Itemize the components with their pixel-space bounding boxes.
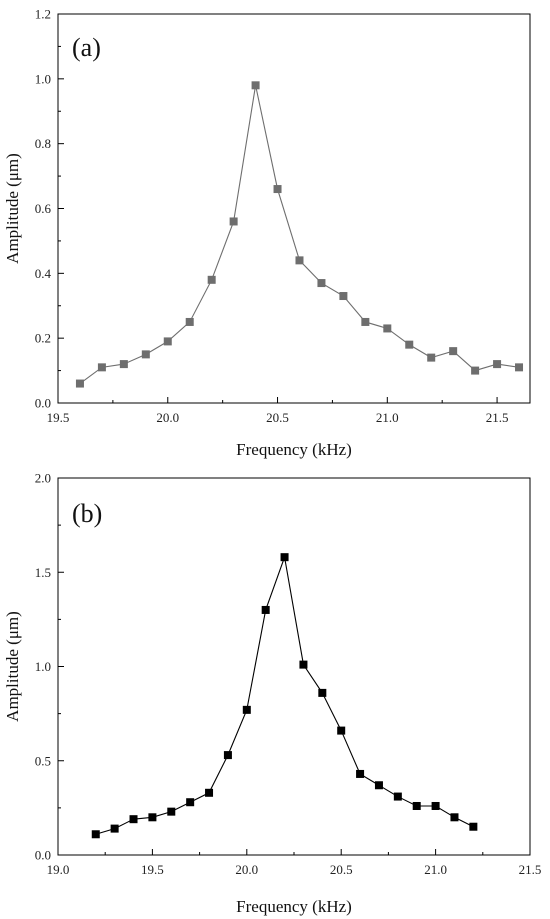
data-point [471,366,480,375]
data-point [412,801,421,810]
x-tick-label: 20.0 [235,862,258,877]
data-point [405,340,414,349]
y-tick-label: 1.2 [35,7,51,22]
data-point [186,798,195,807]
x-tick-label: 21.0 [424,862,447,877]
x-tick-label: 21.0 [376,410,399,425]
x-tick-label: 20.5 [330,862,353,877]
data-point [337,726,346,735]
data-point [167,807,176,816]
y-tick-label: 0.4 [35,266,52,281]
data-point [280,553,289,562]
data-point [185,317,194,326]
x-tick-label: 20.5 [266,410,289,425]
data-point [356,769,365,778]
y-tick-label: 1.5 [35,565,51,580]
panel-label: (a) [72,33,101,62]
data-point [427,353,436,362]
data-point [261,605,270,614]
data-point [251,81,260,90]
x-tick-label: 21.5 [486,410,509,425]
y-tick-label: 0.5 [35,753,51,768]
data-point [223,751,232,760]
y-tick-label: 1.0 [35,71,51,86]
data-point [374,781,383,790]
data-point [205,788,214,797]
data-point [493,360,502,369]
y-axis-label: Amplitude (μm) [3,153,22,264]
series-line [95,555,474,835]
data-point [97,363,106,372]
data-point [119,360,128,369]
x-tick-label: 19.0 [47,862,70,877]
data-point [317,279,326,288]
data-point [273,185,282,194]
y-tick-label: 0.8 [35,136,51,151]
data-point [129,815,138,824]
x-axis-label: Frequency (kHz) [236,897,352,916]
y-tick-label: 0.0 [35,396,51,411]
data-point [207,275,216,284]
y-tick-label: 0.0 [35,848,51,863]
x-tick-label: 20.0 [156,410,179,425]
plot-frame [57,477,531,856]
data-point [339,292,348,301]
series-line [79,85,520,384]
y-axis-label: Amplitude (μm) [3,611,22,722]
x-tick-label: 19.5 [141,862,164,877]
data-point [515,363,524,372]
y-tick-label: 0.2 [35,331,51,346]
x-axis-label: Frequency (kHz) [236,440,352,459]
y-tick-label: 1.0 [35,659,51,674]
data-point [242,705,251,714]
data-point [110,824,119,833]
data-point [163,337,172,346]
data-point [383,324,392,333]
data-point [91,830,100,839]
data-point [299,660,308,669]
data-point [450,813,459,822]
data-point [431,801,440,810]
data-point [393,792,402,801]
y-tick-label: 2.0 [35,471,51,486]
data-point [75,379,84,388]
data-point [141,350,150,359]
chart-panel-a: 19.5 20.0 20.5 21.0 21.5 0.0 0.2 0.4 0.6 0.8 1.0 1.… [3,7,531,459]
data-point [318,688,327,697]
x-tick-label: 19.5 [47,410,70,425]
chart-panel-b: 19.0 19.5 20.0 20.5 21.0 21.5 0.0 0.5 1.0 1.5 2.0 F… [3,471,541,917]
data-point [295,256,304,265]
x-tick-label: 21.5 [519,862,542,877]
data-point [361,317,370,326]
data-point [148,813,157,822]
y-tick-label: 0.6 [35,201,52,216]
data-point [229,217,238,226]
plot-frame [57,13,531,404]
panel-label: (b) [72,499,102,528]
data-point [449,347,458,356]
data-point [469,822,478,831]
